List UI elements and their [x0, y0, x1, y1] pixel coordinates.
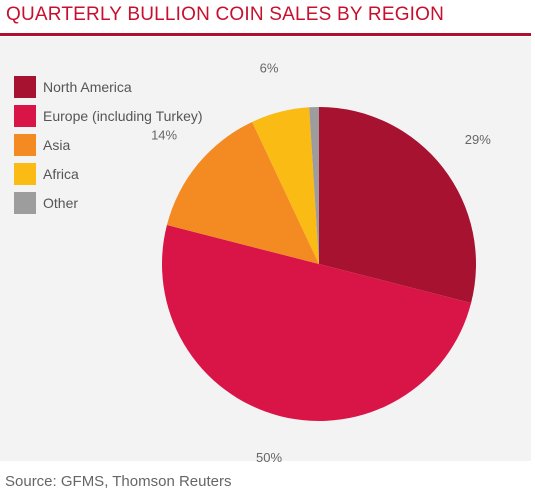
legend-label: Other: [43, 195, 79, 211]
legend-label: North America: [43, 79, 132, 95]
legend-swatch-other: [14, 192, 36, 214]
legend-item-asia: Asia: [14, 134, 203, 156]
legend-label: Europe (including Turkey): [43, 108, 203, 124]
chart-title: QUARTERLY BULLION COIN SALES BY REGION: [6, 4, 445, 25]
pie-slice-asia: [166, 121, 319, 264]
legend-swatch-europe: [14, 105, 36, 127]
legend-item-other: Other: [14, 192, 203, 214]
pie-slice-africa: [252, 107, 319, 264]
title-divider: [0, 33, 531, 36]
data-label-africa: 6%: [260, 61, 279, 76]
data-label-asia: 14%: [151, 127, 177, 142]
pie-slice-north-america: [319, 107, 477, 304]
legend-item-europe: Europe (including Turkey): [14, 105, 203, 127]
source-note: Source: GFMS, Thomson Reuters: [5, 473, 232, 490]
legend-swatch-north-america: [14, 76, 36, 98]
legend-item-africa: Africa: [14, 163, 203, 185]
legend-label: Asia: [43, 137, 71, 153]
data-label-north-america: 29%: [465, 132, 491, 147]
pie-slice-other: [309, 107, 319, 264]
chart-legend: North America Europe (including Turkey) …: [14, 76, 203, 221]
legend-swatch-asia: [14, 134, 36, 156]
legend-swatch-africa: [14, 163, 36, 185]
data-label-europe: 50%: [256, 450, 282, 465]
legend-item-north-america: North America: [14, 76, 203, 98]
pie-slice-europe: [161, 224, 472, 422]
legend-label: Africa: [43, 166, 79, 182]
